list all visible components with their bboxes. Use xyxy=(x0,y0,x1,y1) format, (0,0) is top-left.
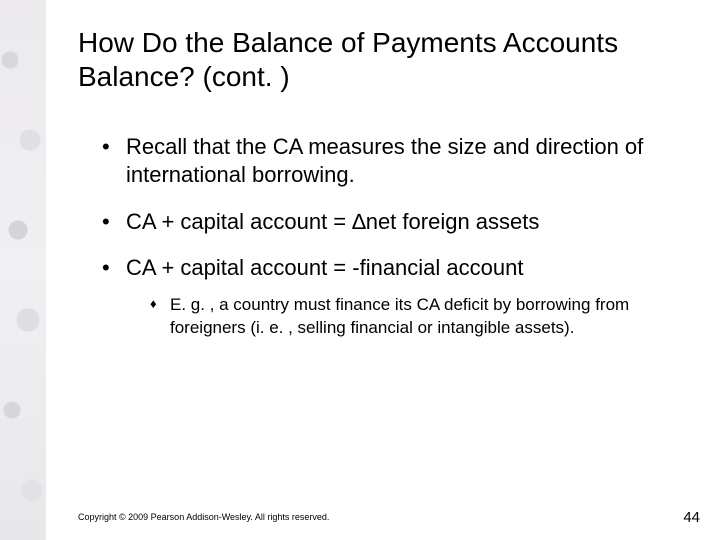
bullet-item: CA + capital account = -financial accoun… xyxy=(102,254,696,340)
bullet-item: CA + capital account = ∆net foreign asse… xyxy=(102,208,696,236)
slide-title: How Do the Balance of Payments Accounts … xyxy=(78,26,696,93)
bullet-text: CA + capital account = ∆net foreign asse… xyxy=(126,209,539,234)
bullet-text: CA + capital account = -financial accoun… xyxy=(126,255,523,280)
bullet-text: Recall that the CA measures the size and… xyxy=(126,134,643,187)
bullet-item: Recall that the CA measures the size and… xyxy=(102,133,696,189)
copyright-text: Copyright © 2009 Pearson Addison-Wesley.… xyxy=(78,512,329,522)
page-number: 44 xyxy=(683,509,700,526)
sub-bullet-text: E. g. , a country must finance its CA de… xyxy=(170,295,629,337)
sub-bullet-list: E. g. , a country must finance its CA de… xyxy=(126,294,696,340)
slide-content: How Do the Balance of Payments Accounts … xyxy=(78,26,696,358)
decorative-marble-strip xyxy=(0,0,46,540)
sub-bullet-item: E. g. , a country must finance its CA de… xyxy=(150,294,696,340)
bullet-list: Recall that the CA measures the size and… xyxy=(78,133,696,340)
